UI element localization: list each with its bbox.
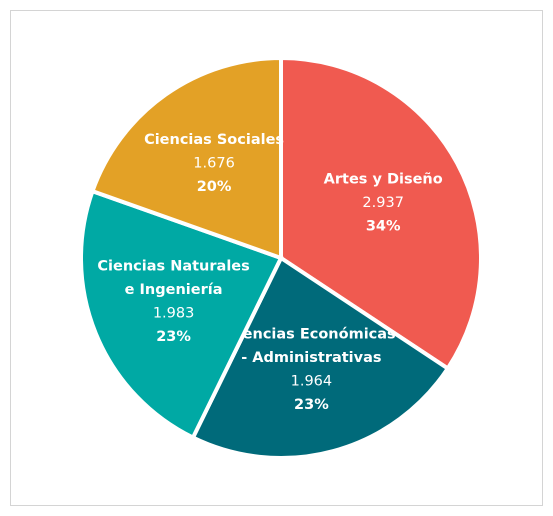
percentage-label: 23%: [156, 329, 191, 345]
category-label: Ciencias Sociales: [144, 132, 284, 148]
category-label: Ciencias Naturales: [97, 259, 249, 275]
category-label: e Ingeniería: [125, 282, 223, 298]
value-label: 2.937: [362, 195, 404, 211]
category-label: - Administrativas: [241, 350, 381, 366]
value-label: 1.964: [291, 374, 333, 390]
percentage-label: 20%: [197, 179, 232, 195]
percentage-label: 34%: [366, 219, 401, 235]
pie-slice: [79, 188, 284, 441]
value-label: 1.983: [153, 306, 195, 322]
percentage-label: 23%: [294, 397, 329, 413]
frame: [10, 10, 543, 506]
value-label: 1.676: [193, 155, 235, 171]
pie-slice: [89, 55, 283, 261]
category-label: Artes y Diseño: [324, 172, 443, 188]
category-label: Ciencias Económicas: [227, 327, 396, 343]
